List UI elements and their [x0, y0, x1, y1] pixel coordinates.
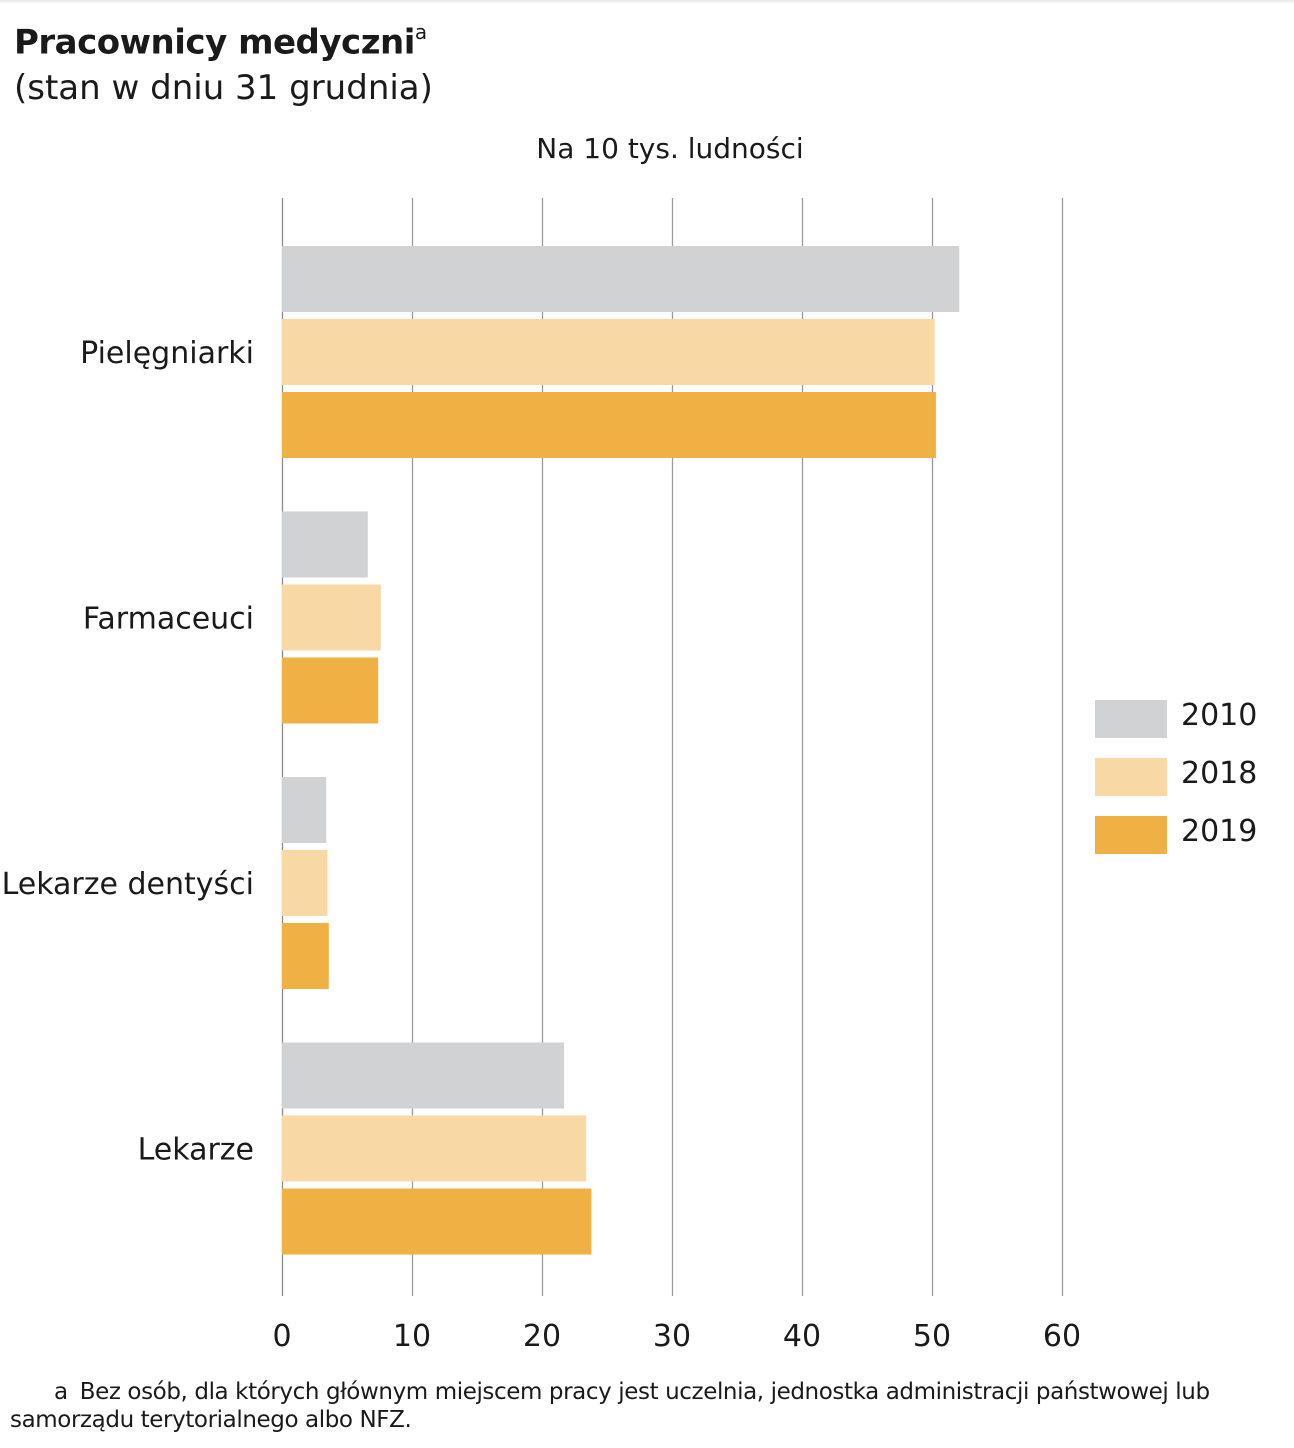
- bar-2018: [282, 319, 935, 385]
- chart-subtitle: (stan w dniu 31 grudnia): [14, 68, 433, 108]
- x-tick-label: 0: [272, 1319, 291, 1354]
- bar-2019: [282, 392, 936, 458]
- category-label: Pielęgniarki: [80, 336, 254, 371]
- legend-swatch: [1095, 816, 1167, 854]
- bar-2010: [282, 511, 368, 578]
- bar-2010: [282, 1042, 565, 1109]
- footnote-mark: a: [54, 1379, 68, 1405]
- x-tick-label: 50: [913, 1319, 951, 1354]
- legend-label: 2018: [1181, 756, 1258, 791]
- x-tick-label: 60: [1043, 1319, 1081, 1354]
- bar-2019: [282, 1188, 592, 1255]
- footnote: a Bez osób, dla których głównym miejscem …: [10, 1378, 1285, 1434]
- x-axis-label: Na 10 tys. ludności: [536, 132, 804, 165]
- x-tick-label: 20: [523, 1319, 561, 1354]
- legend-swatch: [1095, 758, 1167, 796]
- bar-2010: [282, 246, 960, 312]
- bar-2019: [282, 657, 379, 724]
- footnote-text: Bez osób, dla których głównym miejscem p…: [10, 1379, 1210, 1433]
- legend-label: 2019: [1181, 814, 1258, 849]
- legend-swatch: [1095, 700, 1167, 738]
- title-footnote-mark: a: [414, 20, 427, 44]
- category-label: Lekarze: [138, 1133, 254, 1168]
- chart-title: Pracownicy medycznia: [14, 20, 427, 63]
- top-rule: [0, 0, 1294, 4]
- x-tick-label: 10: [393, 1319, 431, 1354]
- bars: [282, 246, 960, 1255]
- bar-2018: [282, 850, 328, 916]
- bar-2018: [282, 1115, 587, 1182]
- x-tick-label: 40: [783, 1319, 821, 1354]
- x-tick-label: 30: [653, 1319, 691, 1354]
- bar-2018: [282, 584, 381, 651]
- labels: 0 10 20 30 40 50 60 Pielęgniarki Farmaceuci Lekar…: [2, 336, 1082, 1354]
- legend-label: 2010: [1181, 698, 1258, 733]
- bar-2010: [282, 777, 327, 843]
- bar-2019: [282, 923, 329, 989]
- category-label: Lekarze dentyści: [2, 867, 254, 902]
- category-label: Farmaceuci: [83, 602, 254, 637]
